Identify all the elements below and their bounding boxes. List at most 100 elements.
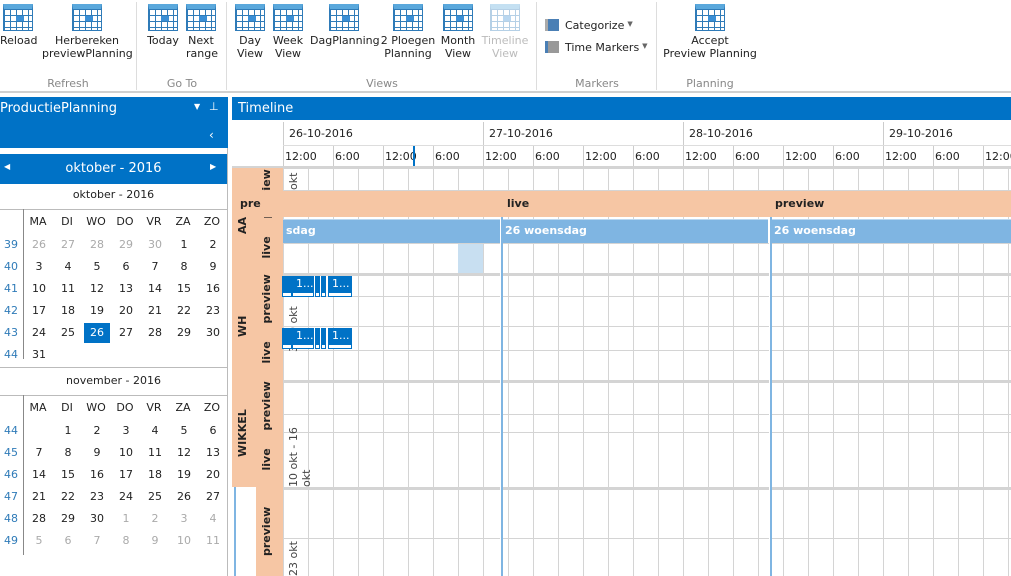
calendar-day[interactable]: 27	[119, 326, 133, 339]
calendar-day[interactable]: 15	[61, 468, 75, 481]
appointment[interactable]	[315, 328, 320, 349]
categorize-dropdown[interactable]: Categorize ▼	[545, 19, 633, 32]
calendar-day[interactable]: 3	[180, 512, 188, 525]
calendar-day[interactable]	[26, 421, 52, 441]
ribbon-button-timeline[interactable]: Timeline View	[480, 4, 530, 60]
calendar-day[interactable]: 12	[177, 446, 191, 459]
ribbon-button-month[interactable]: Month View	[438, 4, 478, 60]
calendar-day[interactable]: 18	[148, 468, 162, 481]
day-appointment[interactable]: sdag	[283, 219, 500, 243]
dropdown-icon[interactable]: ▼	[194, 102, 201, 111]
time-markers-dropdown[interactable]: Time Markers ▼	[545, 41, 648, 54]
calendar-day[interactable]: 10	[119, 446, 133, 459]
calendar-day[interactable]: 31	[32, 348, 46, 361]
calendar-day[interactable]: 27	[61, 238, 75, 251]
calendar-day[interactable]: 24	[119, 490, 133, 503]
calendar-day[interactable]: 22	[177, 304, 191, 317]
calendar-day[interactable]: 18	[61, 304, 75, 317]
calendar-day[interactable]: 22	[61, 490, 75, 503]
appointment[interactable]: 1...	[328, 328, 352, 349]
ribbon-button-herbereken[interactable]: Herbereken previewPlanning	[42, 4, 133, 60]
calendar-day[interactable]: 15	[177, 282, 191, 295]
calendar-day[interactable]: 23	[90, 490, 104, 503]
calendar-day[interactable]: 10	[32, 282, 46, 295]
calendar-day[interactable]: 8	[122, 534, 130, 547]
calendar-day[interactable]: 30	[148, 238, 162, 251]
calendar-day[interactable]: 4	[151, 424, 159, 437]
calendar-day[interactable]: 11	[206, 534, 220, 547]
calendar-day[interactable]: 24	[32, 326, 46, 339]
calendar-day[interactable]: 4	[209, 512, 217, 525]
calendar-day[interactable]: 27	[206, 490, 220, 503]
calendar-day[interactable]: 28	[32, 512, 46, 525]
calendar-day[interactable]: 28	[90, 238, 104, 251]
appointment[interactable]	[321, 328, 326, 349]
calendar-day[interactable]: 2	[209, 238, 217, 251]
calendar-day[interactable]: 7	[93, 534, 101, 547]
ribbon-button-2-ploegen[interactable]: 2 Ploegen Planning	[380, 4, 436, 60]
calendar-day[interactable]: 8	[64, 446, 72, 459]
resource-group-next[interactable]: preview	[256, 487, 283, 576]
calendar-day[interactable]: 13	[206, 446, 220, 459]
day-appointment[interactable]: 26 woensdag	[502, 219, 768, 243]
calendar-day[interactable]: 25	[148, 490, 162, 503]
calendar-day[interactable]: 1	[122, 512, 130, 525]
calendar-day[interactable]: 30	[90, 512, 104, 525]
calendar-day[interactable]: 5	[35, 534, 43, 547]
calendar-day[interactable]: 6	[64, 534, 72, 547]
calendar-day[interactable]: 5	[93, 260, 101, 273]
calendar-day[interactable]: 14	[32, 468, 46, 481]
resource-group-aan[interactable]: AANpreviewlive	[232, 168, 283, 273]
calendar-day[interactable]: 10	[177, 534, 191, 547]
calendar-day[interactable]: 12	[90, 282, 104, 295]
ribbon-button-today[interactable]: Today	[146, 4, 180, 47]
calendar-day[interactable]: 8	[180, 260, 188, 273]
appointment[interactable]	[315, 276, 320, 297]
calendar-day[interactable]: 29	[177, 326, 191, 339]
prev-month-icon[interactable]: ◀	[4, 162, 11, 171]
pin-icon[interactable]: ⊥	[209, 100, 219, 113]
calendar-day[interactable]: 20	[206, 468, 220, 481]
calendar-day[interactable]: 29	[119, 238, 133, 251]
calendar-day[interactable]: 9	[93, 446, 101, 459]
calendar-day[interactable]: 17	[119, 468, 133, 481]
calendar-day[interactable]: 16	[206, 282, 220, 295]
calendar-day[interactable]: 3	[122, 424, 130, 437]
calendar-day[interactable]: 23	[206, 304, 220, 317]
calendar-day[interactable]: 2	[151, 512, 159, 525]
calendar-day[interactable]: 1	[180, 238, 188, 251]
ribbon-button-accept[interactable]: Accept Preview Planning	[662, 4, 758, 60]
calendar-day[interactable]: 17	[32, 304, 46, 317]
calendar-day[interactable]: 9	[209, 260, 217, 273]
calendar-day[interactable]: 29	[61, 512, 75, 525]
calendar-day[interactable]: 9	[151, 534, 159, 547]
calendar-day[interactable]: 28	[148, 326, 162, 339]
selected-cell[interactable]	[458, 244, 483, 273]
calendar-day[interactable]: 26	[32, 238, 46, 251]
calendar-day[interactable]: 14	[148, 282, 162, 295]
calendar-day[interactable]: 16	[90, 468, 104, 481]
appointment[interactable]: 1...	[292, 276, 314, 297]
calendar-day[interactable]: 11	[61, 282, 75, 295]
resource-group-wh[interactable]: WH preview live	[232, 273, 283, 380]
calendar-day[interactable]: 6	[122, 260, 130, 273]
calendar-day[interactable]: 3	[35, 260, 43, 273]
calendar-day[interactable]: 5	[180, 424, 188, 437]
calendar-day[interactable]: 19	[90, 304, 104, 317]
calendar-day[interactable]: 21	[148, 304, 162, 317]
appointment[interactable]	[282, 328, 292, 349]
calendar-day[interactable]: 21	[32, 490, 46, 503]
calendar-day[interactable]: 1	[64, 424, 72, 437]
appointment[interactable]: 1...	[328, 276, 352, 297]
ribbon-button-next[interactable]: Next range	[186, 4, 218, 60]
calendar-day[interactable]: 4	[64, 260, 72, 273]
ribbon-button-reload[interactable]: Reload	[0, 4, 37, 47]
appointment[interactable]	[321, 276, 326, 297]
calendar-day[interactable]: 25	[61, 326, 75, 339]
calendar-day[interactable]: 13	[119, 282, 133, 295]
ribbon-button-dagplanning[interactable]: DagPlanning	[310, 4, 380, 47]
calendar-day[interactable]: 30	[206, 326, 220, 339]
planning-band[interactable]: pre live preview	[232, 191, 1011, 217]
next-month-icon[interactable]: ▶	[210, 162, 217, 171]
collapse-icon[interactable]: ‹	[209, 128, 214, 142]
